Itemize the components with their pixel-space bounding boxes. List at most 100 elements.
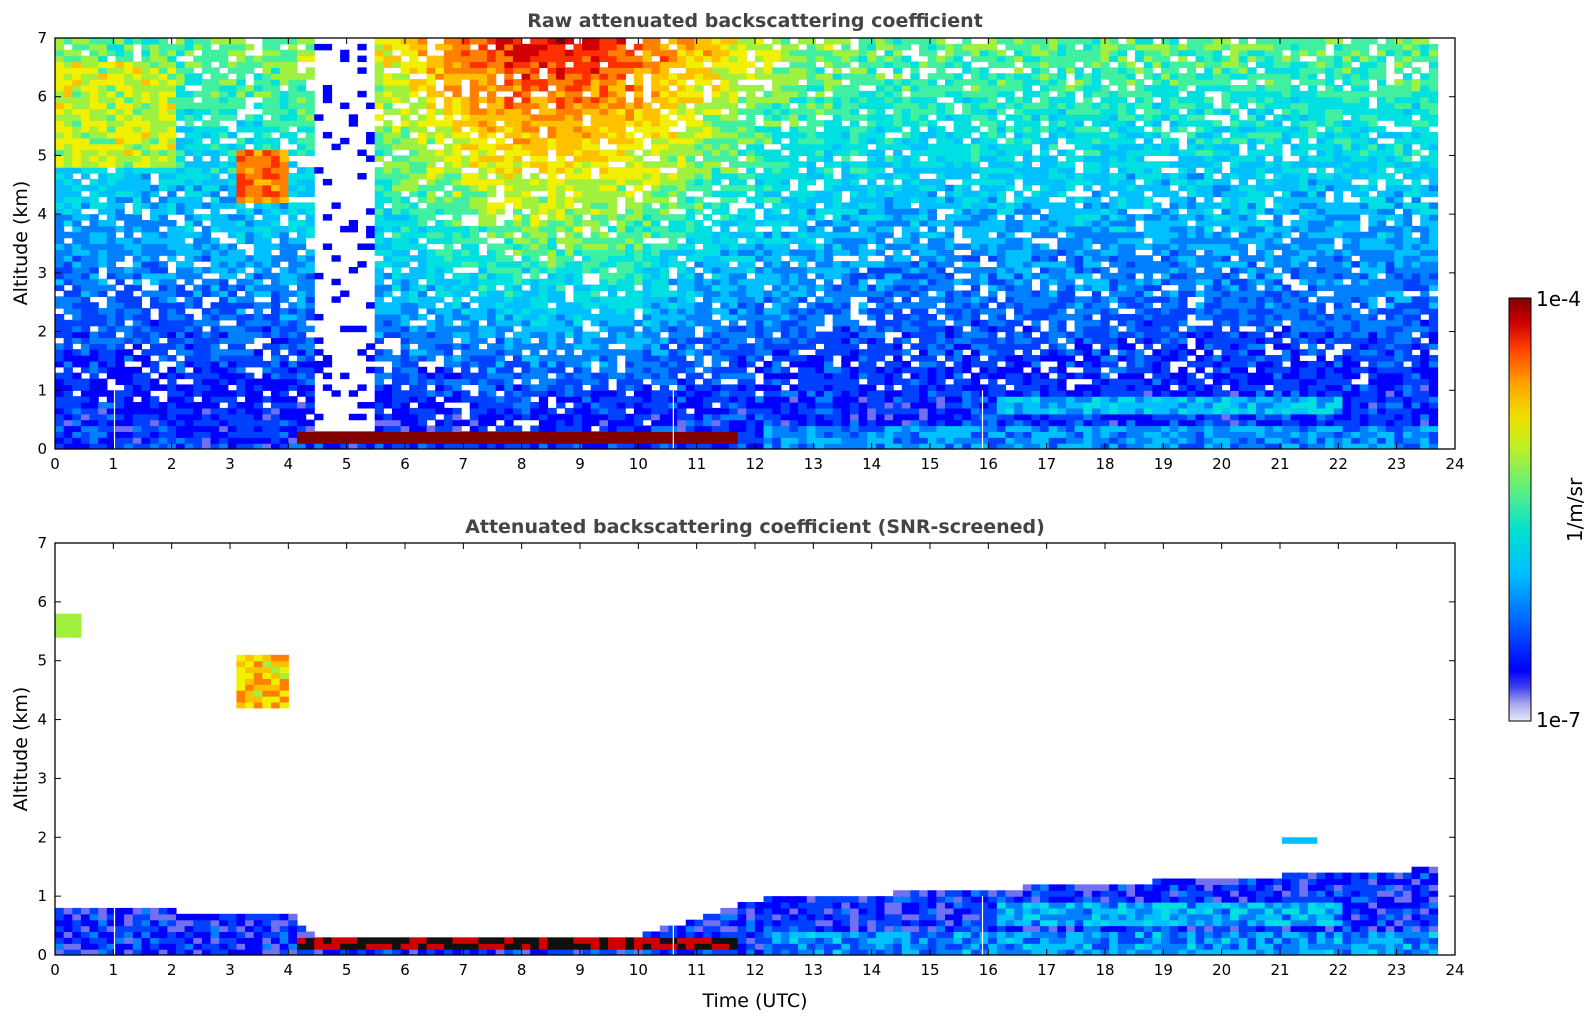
- heatmap-cell: [512, 360, 523, 368]
- heatmap-cell: [141, 184, 151, 192]
- heatmap-cell: [711, 190, 721, 198]
- heatmap-cell: [478, 372, 488, 380]
- heatmap-cell: [374, 419, 384, 427]
- heatmap-cell: [590, 343, 600, 350]
- heatmap-cell: [582, 178, 592, 186]
- heatmap-cell: [253, 231, 263, 239]
- heatmap-cell: [106, 73, 117, 80]
- heatmap-cell: [780, 290, 791, 297]
- heatmap-cell: [469, 137, 479, 145]
- heatmap-cell: [677, 84, 687, 92]
- heatmap-cell: [175, 184, 186, 192]
- heatmap-cell: [383, 284, 393, 292]
- heatmap-cell: [633, 155, 644, 162]
- heatmap-cell: [435, 120, 445, 127]
- heatmap-cell: [469, 173, 479, 180]
- heatmap-cell: [89, 413, 99, 421]
- heatmap-cell: [167, 43, 177, 51]
- heatmap-cell: [478, 443, 488, 449]
- heatmap-cell: [677, 108, 687, 115]
- heatmap-cell: [72, 55, 82, 63]
- heatmap-cell: [746, 214, 756, 221]
- heatmap-cell: [608, 61, 618, 68]
- heatmap-cell: [763, 402, 773, 409]
- heatmap-cell: [193, 43, 203, 51]
- heatmap-cell: [487, 378, 497, 386]
- heatmap-cell: [737, 249, 747, 256]
- heatmap-cell: [659, 214, 670, 221]
- heatmap-cell: [573, 161, 583, 168]
- heatmap-cell: [625, 355, 635, 362]
- heatmap-cell: [737, 284, 747, 292]
- heatmap-cell: [495, 249, 505, 256]
- heatmap-cell: [547, 202, 557, 209]
- heatmap-cell: [547, 325, 557, 333]
- heatmap-cell: [746, 143, 756, 151]
- heatmap-cell: [495, 137, 505, 145]
- heatmap-cell: [383, 137, 393, 145]
- heatmap-cell: [219, 38, 229, 45]
- heatmap-cell: [789, 431, 799, 438]
- heatmap-cell: [417, 220, 428, 227]
- heatmap-cell: [331, 143, 341, 151]
- heatmap-cell: [668, 155, 678, 162]
- heatmap-cell: [642, 325, 652, 333]
- heatmap-cell: [633, 349, 644, 356]
- heatmap-cell: [504, 178, 514, 186]
- heatmap-cell: [495, 102, 505, 110]
- heatmap-cell: [210, 261, 220, 268]
- heatmap-cell: [106, 161, 117, 168]
- heatmap-cell: [685, 402, 696, 409]
- heatmap-cell: [720, 131, 730, 139]
- heatmap-cell: [798, 372, 808, 380]
- heatmap-cell: [737, 84, 747, 92]
- heatmap-cell: [780, 296, 791, 303]
- heatmap-cell: [642, 49, 652, 57]
- heatmap-cell: [616, 190, 626, 198]
- heatmap-cell: [158, 49, 168, 57]
- heatmap-cell: [642, 149, 652, 157]
- heatmap-cell: [80, 120, 91, 127]
- heatmap-cell: [487, 419, 497, 427]
- heatmap-cell: [227, 231, 238, 239]
- heatmap-cell: [132, 190, 143, 198]
- heatmap-cell: [677, 437, 687, 444]
- heatmap-cell: [478, 131, 488, 139]
- heatmap-cell: [80, 366, 91, 374]
- heatmap-cell: [461, 231, 471, 239]
- heatmap-cell: [521, 413, 531, 421]
- heatmap-cell: [374, 308, 384, 315]
- heatmap-cell: [685, 143, 696, 151]
- heatmap-cell: [80, 360, 91, 368]
- heatmap-cell: [737, 220, 747, 227]
- heatmap-cell: [409, 208, 419, 215]
- heatmap-cell: [426, 84, 436, 92]
- heatmap-cell: [63, 278, 73, 286]
- heatmap-cell: [271, 55, 281, 63]
- heatmap-cell: [668, 319, 678, 327]
- heatmap-cell: [512, 220, 523, 227]
- heatmap-cell: [296, 278, 307, 286]
- heatmap-cell: [245, 384, 255, 391]
- heatmap-cell: [590, 261, 600, 268]
- heatmap-cell: [417, 173, 428, 180]
- heatmap-cell: [184, 96, 194, 104]
- heatmap-cell: [547, 437, 557, 444]
- heatmap-cell: [262, 102, 272, 110]
- heatmap-cell: [98, 384, 108, 391]
- heatmap-cell: [798, 190, 808, 198]
- heatmap-cell: [780, 102, 791, 110]
- heatmap-cell: [452, 143, 462, 151]
- heatmap-cell: [564, 272, 575, 280]
- heatmap-cell: [754, 437, 765, 444]
- heatmap-cell: [780, 237, 791, 245]
- heatmap-cell: [737, 225, 747, 233]
- heatmap-cell: [737, 390, 747, 397]
- heatmap-cell: [754, 290, 765, 297]
- heatmap-cell: [426, 167, 436, 174]
- heatmap-cell: [184, 437, 194, 444]
- heatmap-cell: [512, 390, 523, 397]
- heatmap-cell: [132, 38, 143, 45]
- heatmap-cell: [530, 55, 540, 63]
- heatmap-cell: [798, 284, 808, 292]
